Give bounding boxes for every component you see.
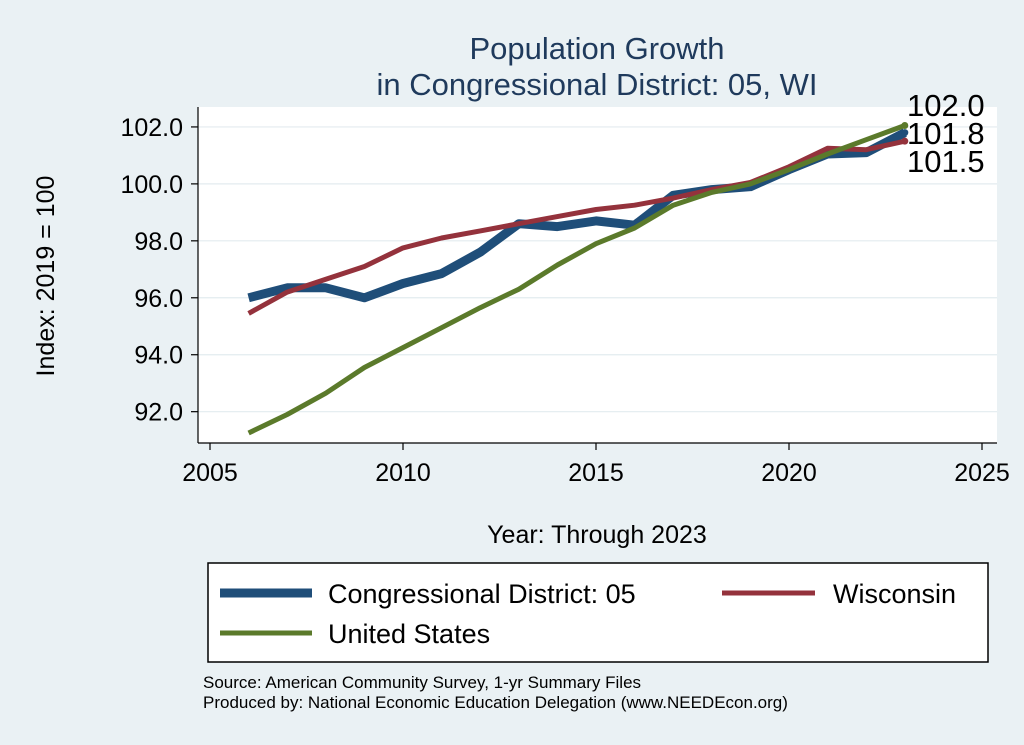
- end-label-wisconsin: 101.5: [907, 144, 985, 179]
- y-axis-label: Index: 2019 = 100: [32, 176, 60, 377]
- axes: 92.0 94.0 96.0 98.0 100.0 102.0 2005 2010 2015 20…: [120, 107, 1010, 487]
- series-lines: [247, 122, 909, 436]
- chart-title: Population Growth: [469, 31, 724, 66]
- legend-label-us: United States: [328, 619, 490, 649]
- y-tick-label: 92.0: [134, 399, 183, 427]
- end-label-congressional-district-05: 101.8: [907, 116, 985, 151]
- series-end-point: [901, 122, 909, 130]
- legend-label-district: Congressional District: 05: [328, 579, 636, 609]
- series-line-united-states: [247, 123, 906, 436]
- legend-box: [207, 562, 989, 663]
- x-tick-label: 2025: [954, 459, 1010, 487]
- source-note: Source: American Community Survey, 1-yr …: [203, 673, 641, 692]
- x-axis-label: Year: Through 2023: [487, 521, 707, 549]
- legend: Congressional District: 05 Wisconsin Uni…: [207, 562, 989, 663]
- y-tick-label: 96.0: [134, 285, 183, 313]
- plot-area: [198, 107, 997, 443]
- series-line-wisconsin: [247, 138, 906, 316]
- x-tick-label: 2020: [761, 459, 817, 487]
- series-end-point: [901, 129, 909, 137]
- x-tick-label: 2010: [375, 459, 431, 487]
- series-end-point: [901, 137, 909, 145]
- y-tick-label: 100.0: [120, 171, 183, 199]
- y-tick-label: 94.0: [134, 342, 183, 370]
- y-tick-label: 98.0: [134, 228, 183, 256]
- end-label-united-states: 102.0: [907, 88, 985, 123]
- x-tick-label: 2005: [182, 459, 238, 487]
- legend-label-wisconsin: Wisconsin: [833, 579, 956, 609]
- y-tick-label: 102.0: [120, 114, 183, 142]
- chart-subtitle: in Congressional District: 05, WI: [376, 67, 817, 102]
- x-tick-label: 2015: [568, 459, 624, 487]
- producer-note: Produced by: National Economic Education…: [203, 693, 788, 712]
- gridlines: [198, 126, 997, 413]
